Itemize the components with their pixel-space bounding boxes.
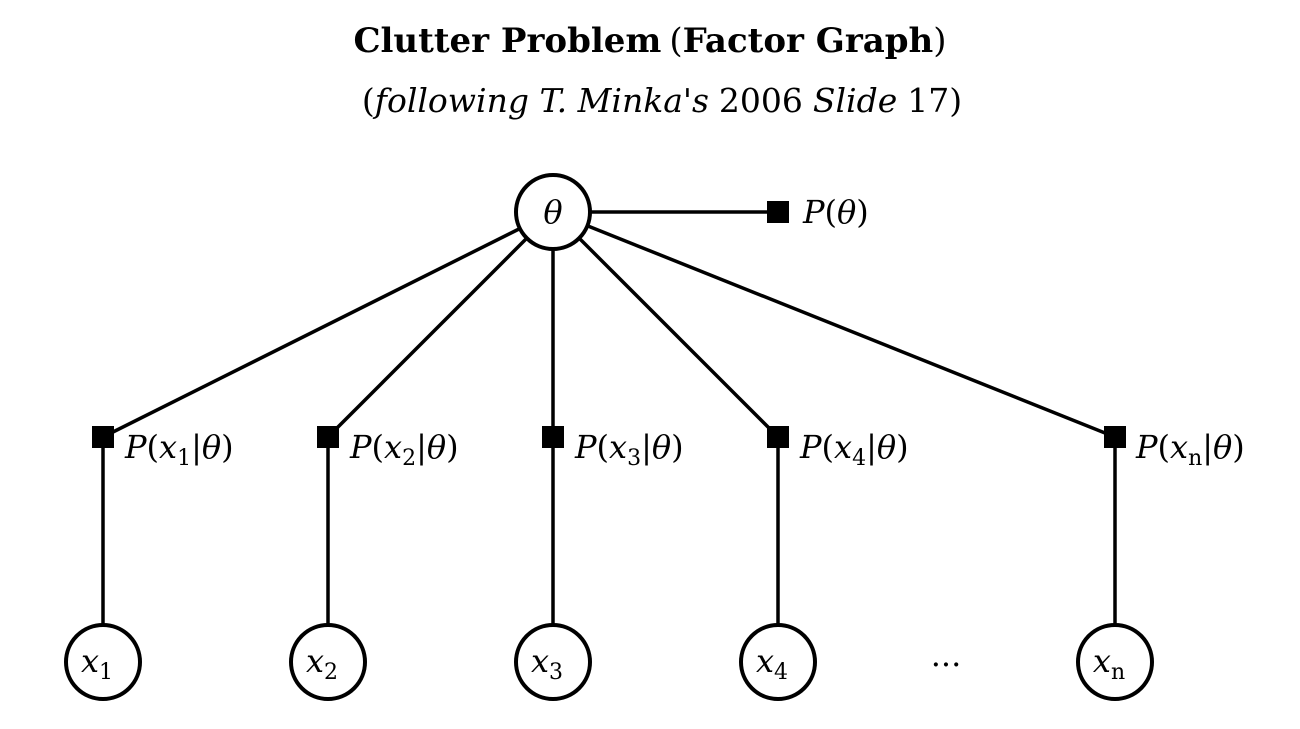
likelihood-factor-4: P(x4|θ) (767, 426, 909, 471)
diagram-title: Clutter Problem (Factor Graph) (353, 21, 946, 61)
likelihood-factor-1: P(x1|θ) (92, 426, 234, 471)
likelihood-factor-label: P(x1|θ) (124, 428, 234, 471)
observation-node-x3: x3 (514, 623, 592, 701)
observation-node-label: xn (1093, 642, 1125, 685)
prior-factor-square (767, 201, 789, 223)
subtitle-slide: Slide (813, 81, 897, 120)
subtitle-following: following T. Minka's (372, 81, 709, 120)
likelihood-factor-n: P(xn|θ) (1104, 426, 1245, 471)
likelihood-factor-2: P(x2|θ) (317, 426, 459, 471)
observation-node-label: x2 (306, 642, 338, 685)
likelihood-factor-label: P(x4|θ) (799, 428, 909, 471)
observation-node-circle (289, 623, 367, 701)
likelihood-factor-square (92, 426, 114, 448)
edge-theta-factor-2 (326, 210, 555, 439)
prior-factor-label: P(θ) (802, 193, 869, 231)
theta-node-label: θ (543, 193, 562, 231)
title-close-paren: ) (933, 21, 946, 61)
diagram-subtitle: (following T. Minka's 2006 Slide 17) (362, 81, 962, 120)
observation-node-label: x4 (756, 642, 788, 685)
ellipsis: ... (931, 636, 962, 674)
edge-theta-factor-4 (551, 210, 780, 439)
title-factor-graph: Factor Graph (683, 21, 934, 61)
likelihood-factor-square (767, 426, 789, 448)
observation-node-xn: xn (1076, 623, 1154, 701)
likelihood-factor-square (1104, 426, 1126, 448)
title-main: Clutter Problem (353, 21, 661, 61)
likelihood-factor-square (542, 426, 564, 448)
observation-node-circle (514, 623, 592, 701)
observation-node-circle (739, 623, 817, 701)
likelihood-factor-label: P(xn|θ) (1135, 428, 1245, 471)
observation-node-label: x1 (81, 642, 113, 685)
prior-factor: P(θ) (767, 193, 869, 231)
title-open-paren: ( (669, 21, 682, 61)
edge-theta-factor-n (552, 210, 1116, 439)
likelihood-factor-label: P(x3|θ) (574, 428, 684, 471)
observation-node-x4: x4 (739, 623, 817, 701)
theta-node-circle (514, 173, 592, 251)
edge-theta-factor-1 (102, 210, 554, 439)
observation-node-x1: x1 (64, 623, 142, 701)
observation-node-label: x3 (531, 642, 563, 685)
likelihood-factor-3: P(x3|θ) (542, 426, 684, 471)
subtitle-close-paren: ) (949, 81, 962, 120)
subtitle-slide-number: 17 (907, 81, 949, 120)
subtitle-open-paren: ( (362, 81, 375, 120)
observation-node-x2: x2 (289, 623, 367, 701)
likelihood-factor-square (317, 426, 339, 448)
subtitle-year: 2006 (719, 81, 803, 120)
theta-node: θ (514, 173, 592, 251)
observation-node-circle (64, 623, 142, 701)
likelihood-factor-label: P(x2|θ) (349, 428, 459, 471)
observation-node-circle (1076, 623, 1154, 701)
